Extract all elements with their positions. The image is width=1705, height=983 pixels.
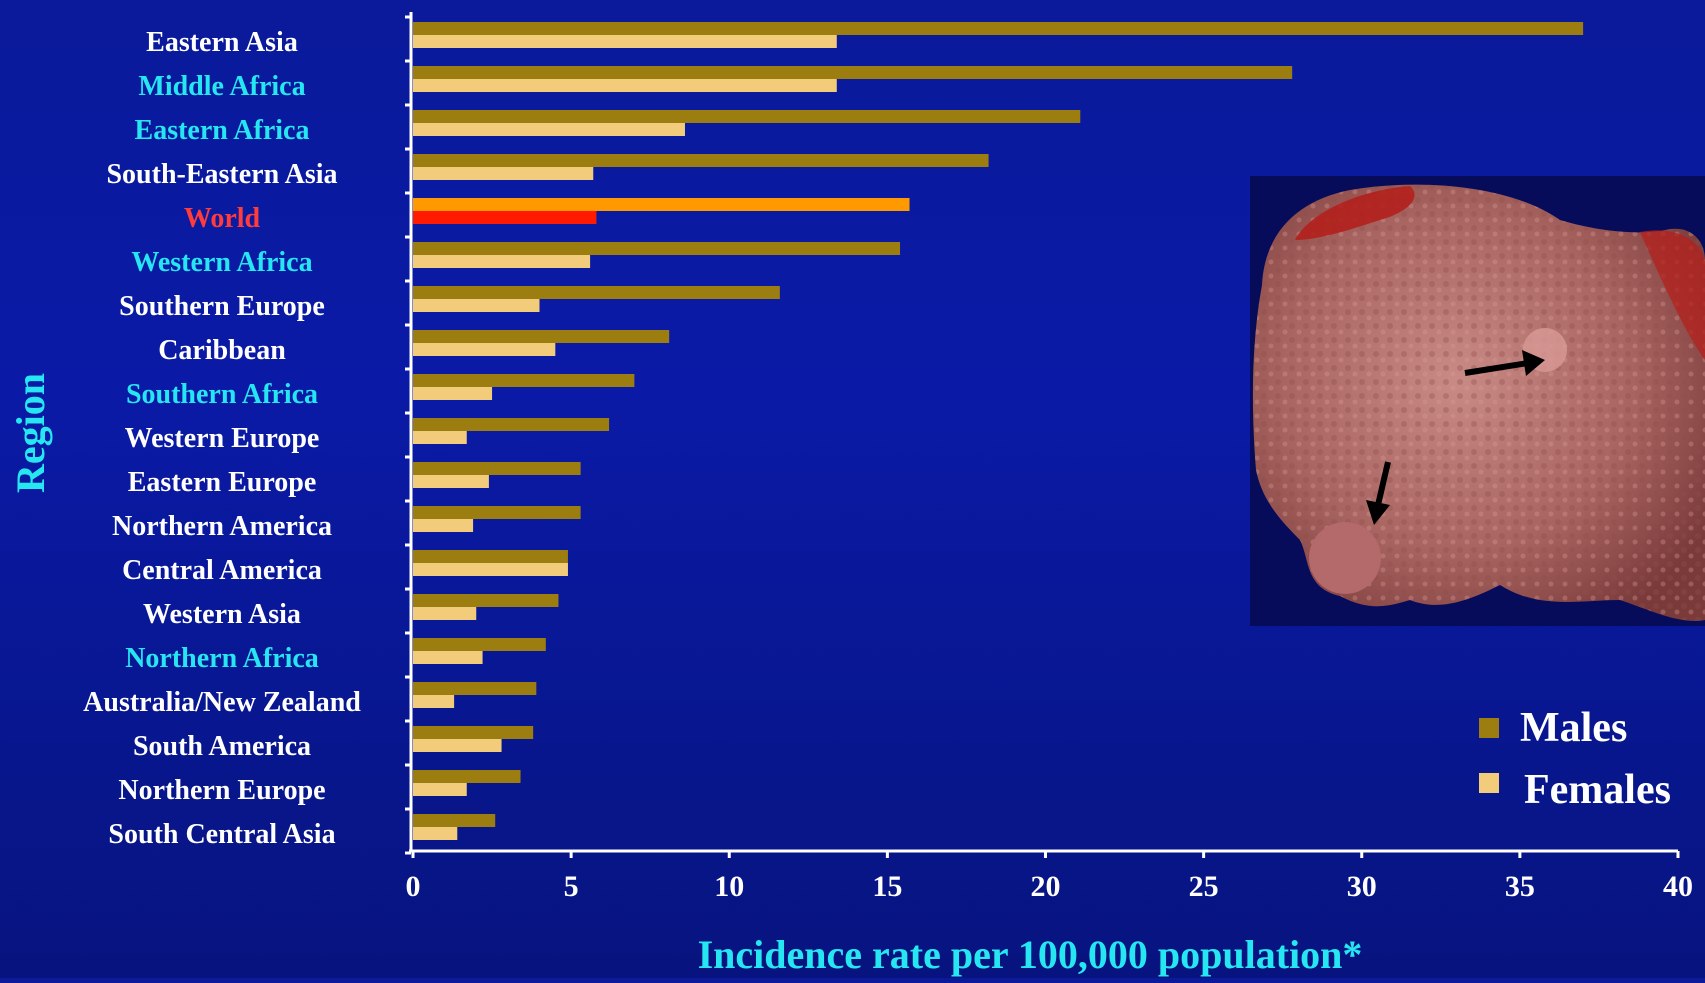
region-label: Central America — [122, 555, 322, 586]
bar-males — [413, 418, 610, 431]
bar-males — [413, 594, 559, 607]
region-label: South America — [133, 731, 311, 762]
x-tick-label: 40 — [1663, 870, 1693, 903]
region-label: Caribbean — [158, 335, 286, 366]
x-tick-label: 15 — [872, 870, 902, 903]
region-label: Southern Africa — [126, 379, 318, 410]
region-labels: Eastern Asia Middle Africa Eastern Africa S… — [83, 27, 361, 850]
legend-label-females: Females — [1524, 767, 1671, 813]
region-label: Southern Europe — [119, 291, 325, 322]
region-label: Northern Europe — [118, 775, 325, 806]
bar-females — [413, 343, 556, 356]
bar-females — [413, 695, 455, 708]
bar-males — [413, 330, 670, 343]
bar-females — [413, 123, 685, 136]
region-label: Australia/New Zealand — [83, 687, 361, 718]
x-tick-label: 30 — [1347, 870, 1377, 903]
region-label: Middle Africa — [138, 71, 305, 102]
bar-males — [413, 726, 534, 739]
bar-females — [413, 739, 502, 752]
region-label: Northern Africa — [125, 643, 319, 674]
region-label: Western Africa — [131, 247, 312, 278]
x-tick-label: 20 — [1031, 870, 1061, 903]
bar-males — [413, 550, 568, 563]
bar-females — [413, 783, 467, 796]
y-axis-title: Region — [8, 373, 53, 493]
region-label: Northern America — [112, 511, 332, 542]
bar-males — [413, 286, 780, 299]
region-label: Western Europe — [125, 423, 320, 454]
x-tick-label: 0 — [406, 870, 421, 903]
bar-females — [413, 79, 837, 92]
region-label: Eastern Europe — [128, 467, 317, 498]
bar-males — [413, 462, 581, 475]
x-axis-ticks: 0 5 10 15 20 25 30 35 40 — [406, 851, 1693, 903]
x-axis-title: Incidence rate per 100,000 population* — [698, 932, 1363, 977]
bar-males — [413, 682, 537, 695]
bar-males — [413, 198, 910, 211]
bar-females — [413, 563, 568, 576]
bar-females — [413, 431, 467, 444]
bar-males — [413, 814, 496, 827]
bar-males — [413, 66, 1293, 79]
region-label: Eastern Africa — [135, 115, 310, 146]
bar-females — [413, 519, 474, 532]
bar-males — [413, 242, 901, 255]
bar-females — [413, 211, 597, 224]
bar-males — [413, 22, 1584, 35]
region-label: South-Eastern Asia — [106, 159, 337, 190]
arrow-icon — [1464, 350, 1545, 376]
region-label: Western Asia — [143, 599, 301, 630]
bar-females — [413, 387, 493, 400]
bar-females — [413, 607, 477, 620]
bar-females — [413, 167, 594, 180]
bar-males — [413, 110, 1081, 123]
legend-swatch-males — [1479, 718, 1499, 738]
bar-males — [413, 638, 546, 651]
bar-males — [413, 154, 989, 167]
bar-females — [413, 299, 540, 312]
region-label: South Central Asia — [108, 819, 335, 850]
x-tick-label: 25 — [1189, 870, 1219, 903]
bar-females — [413, 255, 591, 268]
bar-females — [413, 475, 489, 488]
x-tick-label: 35 — [1505, 870, 1535, 903]
x-tick-label: 10 — [714, 870, 744, 903]
bar-females — [413, 35, 837, 48]
arrow-icon — [1366, 461, 1391, 525]
legend-label-males: Males — [1520, 705, 1627, 751]
bar-males — [413, 374, 635, 387]
bars-group — [413, 22, 1584, 840]
x-tick-label: 5 — [564, 870, 579, 903]
bar-males — [413, 770, 521, 783]
liver-specimen-photo — [1250, 176, 1705, 626]
legend: Males Females — [1479, 705, 1671, 813]
bar-males — [413, 506, 581, 519]
legend-swatch-females — [1479, 773, 1499, 793]
region-label: World — [184, 203, 261, 234]
bar-females — [413, 651, 483, 664]
bar-females — [413, 827, 458, 840]
y-axis-ticks — [405, 15, 411, 855]
region-label: Eastern Asia — [146, 27, 298, 58]
